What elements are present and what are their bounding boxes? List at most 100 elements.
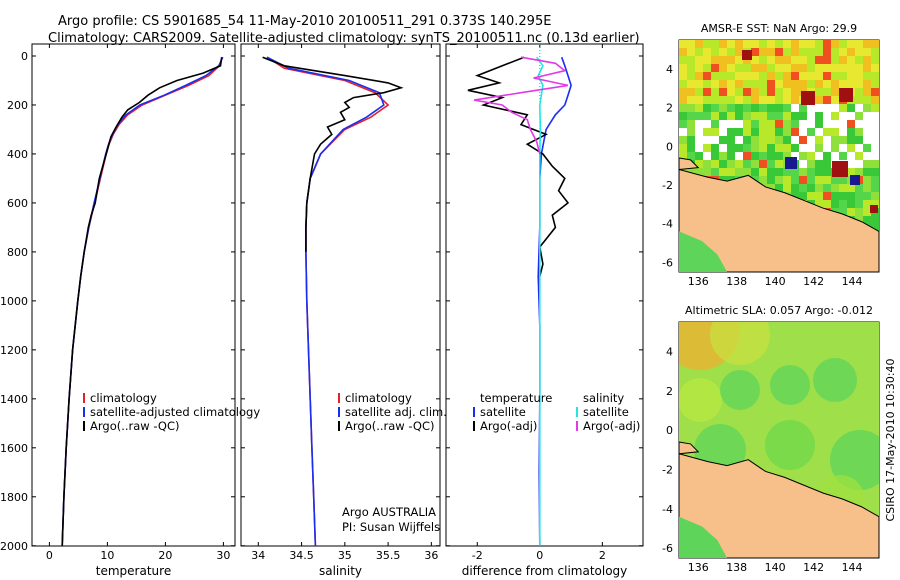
sst-cell bbox=[775, 168, 783, 176]
sst-cell bbox=[751, 120, 759, 128]
sst-cell bbox=[735, 80, 743, 88]
sst-cell bbox=[687, 48, 695, 56]
sst-cell bbox=[783, 88, 791, 96]
sst-cell bbox=[735, 72, 743, 80]
sst-cell bbox=[847, 80, 855, 88]
sst-cell bbox=[687, 152, 695, 160]
legend-label: temperature bbox=[480, 391, 552, 405]
y-tick-label: 600 bbox=[7, 197, 28, 210]
sst-cell bbox=[855, 184, 863, 192]
sst-cell bbox=[711, 152, 719, 160]
map-y-tick-label: -6 bbox=[662, 542, 673, 555]
sst-cell bbox=[719, 64, 727, 72]
sst-cell bbox=[703, 88, 711, 96]
sst-cell bbox=[767, 112, 775, 120]
sst-cell-extreme bbox=[785, 157, 797, 169]
sst-cell bbox=[791, 96, 799, 104]
sst-cell bbox=[783, 72, 791, 80]
x-tick-label: 2 bbox=[599, 549, 606, 562]
map-x-tick-label: 144 bbox=[842, 275, 863, 288]
sst-cell bbox=[759, 48, 767, 56]
sst-cell bbox=[839, 192, 847, 200]
sst-cell bbox=[831, 128, 839, 136]
sst-cell bbox=[695, 48, 703, 56]
sst-cell bbox=[703, 128, 711, 136]
sst-cell bbox=[847, 136, 855, 144]
sst-cell bbox=[767, 152, 775, 160]
sst-cell bbox=[783, 136, 791, 144]
map-y-tick-label: -6 bbox=[662, 256, 673, 269]
sst-cell bbox=[855, 80, 863, 88]
sst-cell bbox=[711, 96, 719, 104]
sst-cell bbox=[847, 192, 855, 200]
sst-cell bbox=[767, 88, 775, 96]
sst-cell bbox=[735, 64, 743, 72]
x-tick-label: 0 bbox=[536, 549, 543, 562]
map-title: Altimetric SLA: 0.057 Argo: -0.012 bbox=[685, 304, 873, 317]
sst-cell bbox=[727, 136, 735, 144]
sst-cell bbox=[847, 72, 855, 80]
sst-cell bbox=[799, 104, 807, 112]
sst-cell bbox=[839, 48, 847, 56]
sst-cell bbox=[687, 120, 695, 128]
sst-cell bbox=[799, 184, 807, 192]
sst-cell bbox=[751, 152, 759, 160]
map-y-tick-label: 2 bbox=[666, 102, 673, 115]
sst-cell bbox=[719, 112, 727, 120]
land-new-guinea bbox=[679, 169, 879, 272]
sst-cell bbox=[815, 40, 823, 48]
sst-cell bbox=[807, 72, 815, 80]
map-x-tick-label: 144 bbox=[842, 561, 863, 574]
sst-cell bbox=[871, 168, 879, 176]
sst-cell bbox=[831, 184, 839, 192]
map-y-tick-label: 0 bbox=[666, 424, 673, 437]
sst-cell bbox=[719, 80, 727, 88]
sst-cell bbox=[863, 104, 871, 112]
sst-cell bbox=[735, 104, 743, 112]
sst-cell bbox=[695, 64, 703, 72]
sst-cell bbox=[759, 136, 767, 144]
sst-cell bbox=[855, 40, 863, 48]
sst-cell bbox=[831, 176, 839, 184]
sst-cell bbox=[775, 64, 783, 72]
sst-cell bbox=[807, 48, 815, 56]
sst-cell bbox=[807, 40, 815, 48]
sst-cell bbox=[759, 104, 767, 112]
sst-cell bbox=[703, 56, 711, 64]
sst-cell bbox=[679, 72, 687, 80]
sst-cell bbox=[839, 184, 847, 192]
sst-cell bbox=[823, 72, 831, 80]
sst-cell bbox=[759, 40, 767, 48]
sst-cell bbox=[783, 96, 791, 104]
sst-cell bbox=[711, 168, 719, 176]
sst-cell bbox=[751, 128, 759, 136]
sst-cell bbox=[743, 40, 751, 48]
sst-cell bbox=[727, 64, 735, 72]
sst-cell bbox=[695, 168, 703, 176]
coastal-water bbox=[679, 231, 728, 272]
sst-cell bbox=[751, 56, 759, 64]
sst-cell bbox=[863, 88, 871, 96]
sst-cell bbox=[831, 72, 839, 80]
sst-cell bbox=[775, 72, 783, 80]
sst-cell bbox=[823, 96, 831, 104]
sst-cell bbox=[751, 72, 759, 80]
x-tick-label: -2 bbox=[472, 549, 483, 562]
sst-cell bbox=[759, 128, 767, 136]
sst-cell bbox=[783, 48, 791, 56]
sst-cell bbox=[767, 176, 775, 184]
sst-cell bbox=[743, 80, 751, 88]
sst-cell bbox=[807, 128, 815, 136]
sst-cell bbox=[839, 200, 847, 208]
sst-cell bbox=[847, 128, 855, 136]
sst-cell bbox=[855, 128, 863, 136]
sst-cell bbox=[783, 80, 791, 88]
sst-cell bbox=[695, 56, 703, 64]
sst-cell bbox=[831, 192, 839, 200]
x-tick-label: 35.5 bbox=[376, 549, 401, 562]
sst-cell bbox=[839, 80, 847, 88]
sst-cell bbox=[727, 88, 735, 96]
sst-cell bbox=[823, 152, 831, 160]
map-y-tick-label: -2 bbox=[662, 464, 673, 477]
